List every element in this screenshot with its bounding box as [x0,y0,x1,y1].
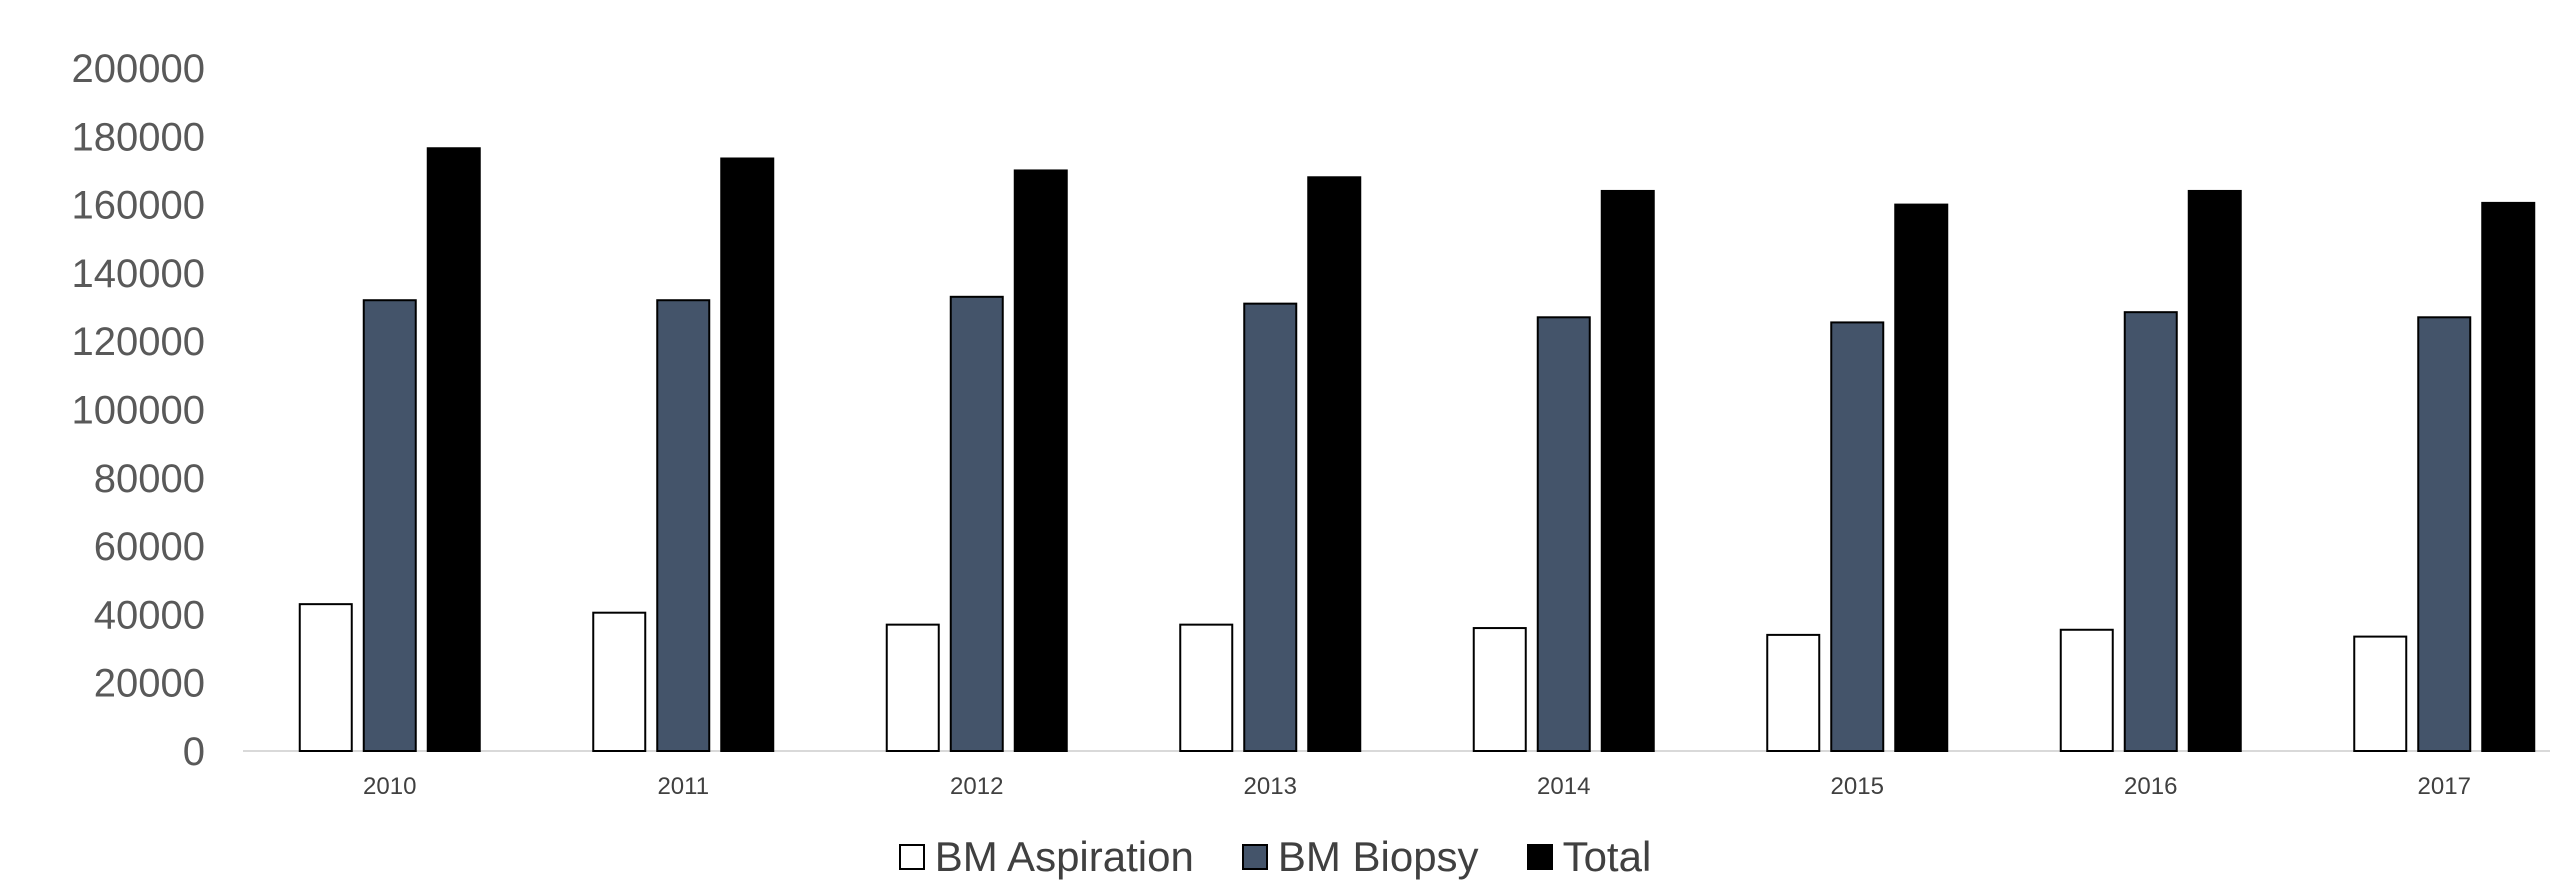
bar-total-2014 [1600,189,1655,752]
legend-label-total: Total [1562,833,1652,880]
y-tick-label: 40000 [94,593,205,637]
y-tick-label: 120000 [72,320,205,364]
bar-bm-aspiration-2016 [2059,628,2114,753]
bar-total-2010 [426,147,481,752]
bar-bm-aspiration-2012 [885,623,940,753]
bar-total-2013 [1307,176,1362,752]
legend-swatch-bm-aspiration [898,844,925,870]
bar-bm-biopsy-2015 [1830,321,1885,752]
x-tick-label: 2015 [1831,773,1884,800]
bar-bm-biopsy-2016 [2123,311,2178,752]
y-tick-label: 140000 [72,252,205,296]
x-tick-label: 2017 [2418,773,2471,800]
bar-bm-biopsy-2014 [1536,316,1591,752]
bar-bm-aspiration-2010 [298,603,353,753]
bars [298,147,2536,753]
x-tick-label: 2016 [2124,773,2177,800]
y-tick-label: 200000 [72,47,205,91]
y-tick-label: 180000 [72,115,205,159]
bar-bm-biopsy-2011 [656,299,711,752]
bar-total-2011 [720,157,775,752]
bar-bm-aspiration-2017 [2353,635,2408,752]
legend-label-bm-aspiration: BM Aspiration [934,833,1194,880]
bar-total-2012 [1013,169,1068,752]
x-tick-label: 2014 [1537,773,1590,800]
bar-bm-biopsy-2017 [2417,316,2472,752]
y-axis: 0 20000 40000 60000 80000 100000 120000 140000 1… [72,47,205,774]
legend-label-bm-biopsy: BM Biopsy [1277,833,1479,880]
legend-swatch-total [1526,844,1553,870]
y-tick-label: 20000 [94,662,205,706]
y-tick-label: 60000 [94,525,205,569]
bar-total-2016 [2187,189,2242,752]
y-tick-label: 160000 [72,184,205,228]
y-tick-label: 100000 [72,389,205,433]
bar-bm-biopsy-2012 [949,295,1004,752]
x-tick-label: 2011 [657,773,709,800]
bar-bm-aspiration-2014 [1472,627,1527,752]
bar-bm-aspiration-2015 [1766,633,1821,753]
bar-bm-biopsy-2010 [362,299,417,752]
bar-bm-biopsy-2013 [1243,302,1298,752]
x-axis: 2010 2011 2012 2013 2014 2015 2016 2017 [363,773,2471,800]
bar-total-2015 [1894,203,1949,753]
legend-item-bm-biopsy: BM Biopsy [1241,833,1479,881]
y-tick-label: 0 [183,730,205,774]
x-tick-label: 2010 [363,773,416,800]
legend-item-bm-aspiration: BM Aspiration [898,833,1194,881]
legend: BM Aspiration BM Biopsy Total [0,833,2550,881]
legend-item-total: Total [1526,833,1652,881]
bar-total-2017 [2481,201,2536,752]
legend-swatch-bm-biopsy [1241,844,1268,870]
bar-bm-aspiration-2013 [1179,623,1234,753]
bar-bm-aspiration-2011 [592,611,647,752]
x-tick-label: 2013 [1244,773,1297,800]
x-tick-label: 2012 [950,773,1003,800]
y-tick-label: 80000 [94,457,205,501]
